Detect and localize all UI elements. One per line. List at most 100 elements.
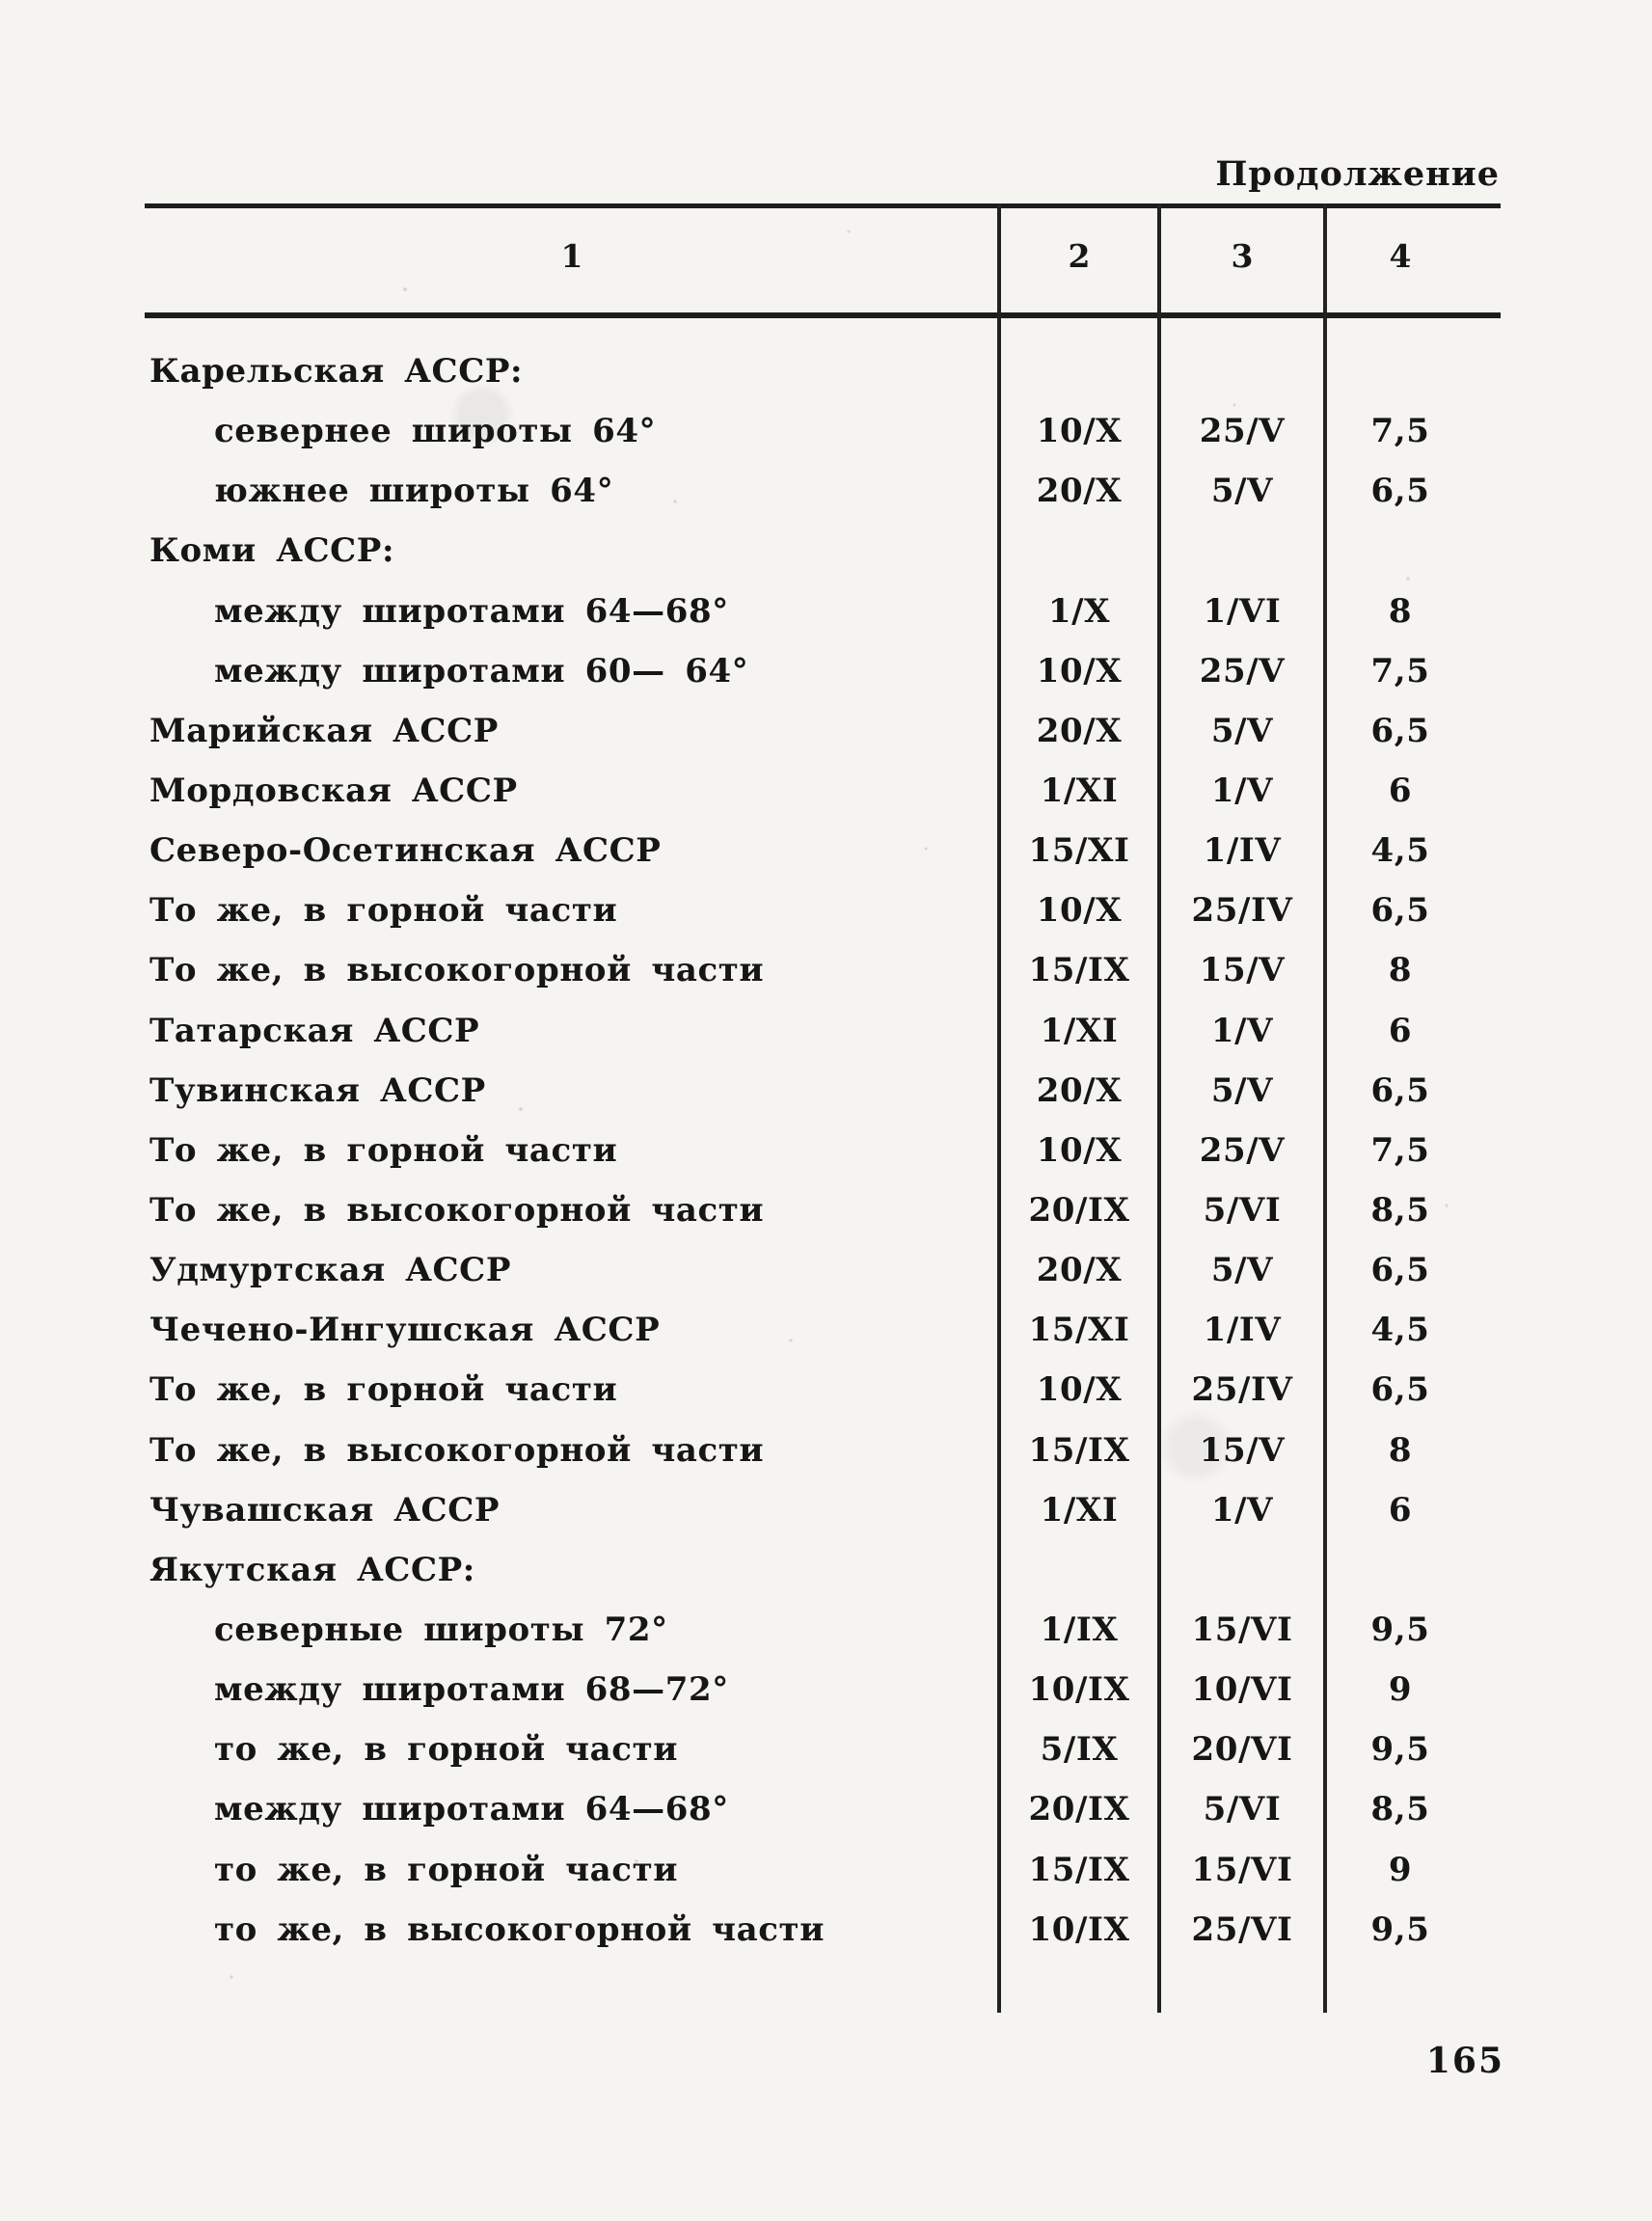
row-label: Мордовская АССР [149,772,518,811]
row-label: Татарская АССР [149,1011,480,1050]
row-col3: 10/VI [1191,1670,1293,1710]
row-col3: 1/IV [1203,831,1282,871]
row-col4: 6,5 [1370,1370,1430,1410]
table-row: между широтами 64—68° 20/IX 5/VI 8,5 [145,1779,1476,1839]
row-label: то же, в горной части [214,1730,679,1770]
row-col2: 1/XI [1040,1011,1119,1050]
table-row: То же, в высокогорной части 20/IX 5/VI 8… [145,1180,1476,1240]
row-label: между широтами 68—72° [214,1670,729,1710]
row-col2: 15/XI [1028,1311,1130,1350]
table-row: То же, в горной части 10/X 25/IV 6,5 [145,1360,1476,1420]
row-label: северные широты 72° [214,1611,668,1650]
row-col2: 1/XI [1040,1490,1119,1530]
table-row: Удмуртская АССР 20/X 5/V 6,5 [145,1240,1476,1300]
row-label: То же, в высокогорной части [149,1430,765,1470]
row-col3: 5/VI [1203,1790,1282,1829]
row-label: между широтами 64—68° [214,591,729,631]
row-col2: 20/X [1036,1070,1123,1110]
table-row: то же, в горной части 15/IX 15/VI 9 [145,1840,1476,1900]
row-label: Марийская АССР [149,711,499,750]
table-row: северные широты 72° 1/IX 15/VI 9,5 [145,1600,1476,1660]
row-col3: 5/V [1210,1251,1274,1290]
row-col2: 10/X [1036,891,1123,931]
row-col4: 6,5 [1370,891,1430,931]
column-header-3: 3 [1231,237,1254,275]
row-col4: 9,5 [1370,1730,1430,1770]
row-col3: 5/VI [1203,1191,1282,1231]
row-col4: 9 [1388,1670,1413,1710]
table-row: Коми АССР: [145,521,1476,581]
row-col4: 8,5 [1370,1790,1430,1829]
row-col3: 15/V [1199,951,1286,990]
table-row: то же, в высокогорной части 10/IX 25/VI … [145,1900,1476,1960]
table-row: между широтами 60— 64° 10/X 25/V 7,5 [145,641,1476,701]
table-row: Карельская АССР: [145,341,1476,401]
row-col2: 5/IX [1040,1730,1119,1770]
table-header-rule [145,312,1501,318]
table-row: То же, в горной части 10/X 25/IV 6,5 [145,880,1476,940]
row-col4: 7,5 [1370,651,1430,691]
row-col3: 25/V [1199,412,1286,451]
row-col3: 25/IV [1191,1370,1293,1410]
row-col4: 9,5 [1370,1910,1430,1949]
row-label: То же, в горной части [149,1130,618,1170]
row-col2: 1/IX [1040,1611,1119,1650]
column-divider-3 [1323,203,1327,2013]
table-body: Карельская АССР: севернее широты 64° 10/… [145,341,1476,1960]
row-label: между широтами 64—68° [214,1790,729,1829]
row-col2: 10/X [1036,1130,1123,1170]
row-col4: 6 [1388,1490,1413,1530]
row-col4: 6,5 [1370,1070,1430,1110]
row-col2: 15/IX [1028,951,1130,990]
row-col3: 15/VI [1191,1611,1293,1650]
row-col3: 5/V [1210,1070,1274,1110]
row-col4: 6 [1388,1011,1413,1050]
row-col3: 15/V [1199,1430,1286,1470]
row-label: между широтами 60— 64° [214,651,749,691]
row-col4: 8 [1388,591,1413,631]
row-col2: 20/IX [1028,1191,1130,1231]
table-row: между широтами 68—72° 10/IX 10/VI 9 [145,1660,1476,1720]
row-col2: 10/IX [1028,1670,1130,1710]
row-col2: 10/X [1036,1370,1123,1410]
row-col2: 10/X [1036,651,1123,691]
column-divider-1 [997,203,1001,2013]
row-col2: 20/IX [1028,1790,1130,1829]
table-row: Мордовская АССР 1/XI 1/V 6 [145,761,1476,821]
table-row: севернее широты 64° 10/X 25/V 7,5 [145,401,1476,461]
row-label: Чувашская АССР [149,1490,501,1530]
row-col4: 7,5 [1370,412,1430,451]
row-col3: 1/V [1210,772,1274,811]
row-col3: 1/IV [1203,1311,1282,1350]
row-label: южнее широты 64° [214,472,614,511]
row-col3: 5/V [1210,711,1274,750]
row-col4: 6,5 [1370,1251,1430,1290]
row-col3: 25/V [1199,651,1286,691]
row-col3: 25/VI [1191,1910,1293,1949]
row-col2: 10/X [1036,412,1123,451]
row-col4: 9,5 [1370,1611,1430,1650]
row-col3: 5/V [1210,472,1274,511]
row-label: Чечено-Ингушская АССР [149,1311,661,1350]
row-label: Удмуртская АССР [149,1251,512,1290]
row-label: Якутская АССР: [149,1550,475,1589]
row-label: то же, в высокогорной части [214,1910,826,1949]
row-col3: 15/VI [1191,1850,1293,1889]
row-col3: 1/V [1210,1490,1274,1530]
row-label: Северо-Осетинская АССР [149,831,662,871]
row-col4: 8,5 [1370,1191,1430,1231]
column-header-4: 4 [1389,237,1412,275]
row-col3: 20/VI [1191,1730,1293,1770]
row-col4: 9 [1388,1850,1413,1889]
row-col4: 6 [1388,772,1413,811]
table-row: между широтами 64—68° 1/X 1/VI 8 [145,582,1476,641]
row-col2: 15/XI [1028,831,1130,871]
row-col2: 20/X [1036,472,1123,511]
table-row: То же, в высокогорной части 15/IX 15/V 8 [145,1421,1476,1480]
table-row: Татарская АССР 1/XI 1/V 6 [145,1001,1476,1061]
row-col2: 20/X [1036,1251,1123,1290]
row-col4: 6,5 [1370,711,1430,750]
row-col4: 4,5 [1370,831,1430,871]
table-row: Марийская АССР 20/X 5/V 6,5 [145,701,1476,761]
